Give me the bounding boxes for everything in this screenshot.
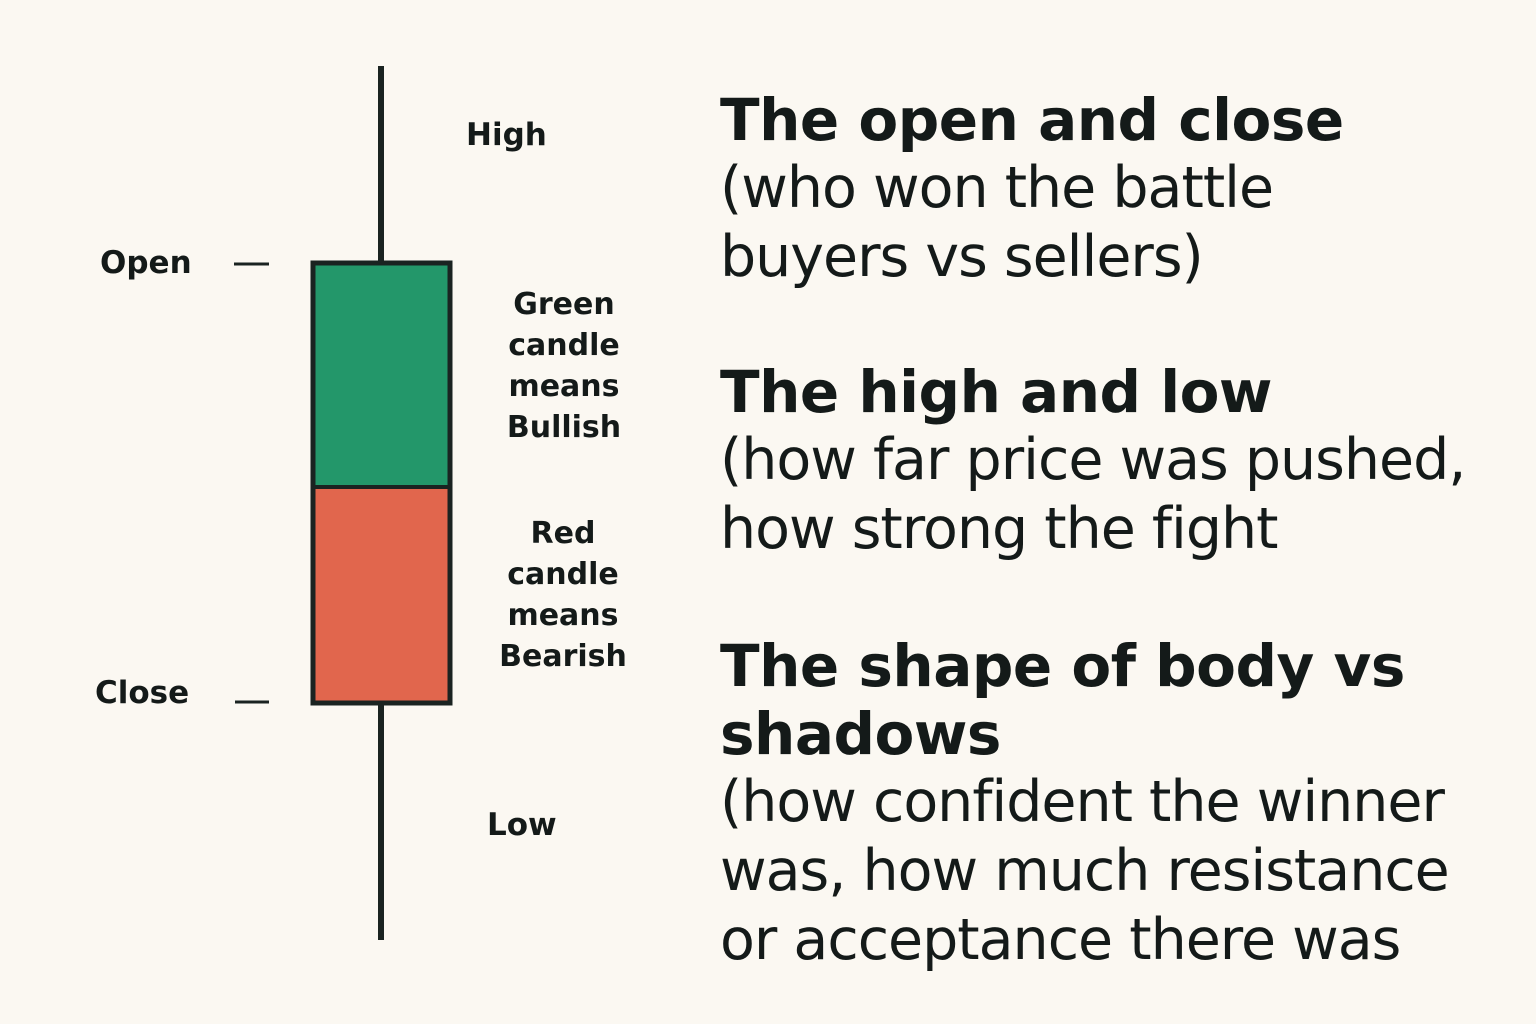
point-body: (who won the battle buyers vs sellers) (720, 154, 1510, 292)
red-note-line: Bearish (499, 639, 627, 674)
point-body: (how confident the winner was, how much … (720, 768, 1510, 975)
close-label: Close (95, 675, 190, 711)
low-label: Low (487, 807, 557, 843)
body-line: (how confident the winner (720, 769, 1445, 835)
body-line: or acceptance there was (720, 907, 1401, 973)
body-outline (310, 260, 453, 706)
body-line: buyers vs sellers) (720, 224, 1204, 290)
high-label: High (466, 117, 547, 153)
body-line: (who won the battle (720, 155, 1274, 221)
red-note-line: candle (507, 557, 619, 592)
red-note-line: means (507, 598, 619, 633)
point-heading: The high and low (720, 358, 1510, 426)
green-body (313, 263, 450, 487)
body-line: (how far price was pushed, (720, 427, 1466, 493)
green-note-line: candle (508, 328, 620, 363)
red-body (313, 487, 450, 703)
heading-line: The open and close (720, 86, 1344, 154)
point-high-low: The high and low (how far price was push… (720, 358, 1510, 564)
red-note-line: Red (530, 516, 596, 551)
green-candle-note: Green candle means Bullish (484, 284, 644, 448)
candlestick-diagram (234, 66, 453, 940)
heading-line: shadows (720, 700, 1001, 768)
green-note-line: Green (513, 287, 615, 322)
open-label: Open (100, 245, 192, 281)
green-note-line: means (508, 369, 620, 404)
point-heading: The shape of body vs shadows (720, 632, 1510, 768)
body-line: was, how much resistance (720, 838, 1450, 904)
point-heading: The open and close (720, 86, 1510, 154)
body-line: how strong the fight (720, 496, 1279, 562)
point-open-close: The open and close (who won the battle b… (720, 86, 1510, 292)
point-body: (how far price was pushed, how strong th… (720, 426, 1510, 564)
green-note-line: Bullish (506, 410, 622, 445)
red-candle-note: Red candle means Bearish (483, 513, 643, 677)
heading-line: The shape of body vs (720, 632, 1405, 700)
point-body-shadows: The shape of body vs shadows (how confid… (720, 632, 1510, 975)
heading-line: The high and low (720, 358, 1273, 426)
